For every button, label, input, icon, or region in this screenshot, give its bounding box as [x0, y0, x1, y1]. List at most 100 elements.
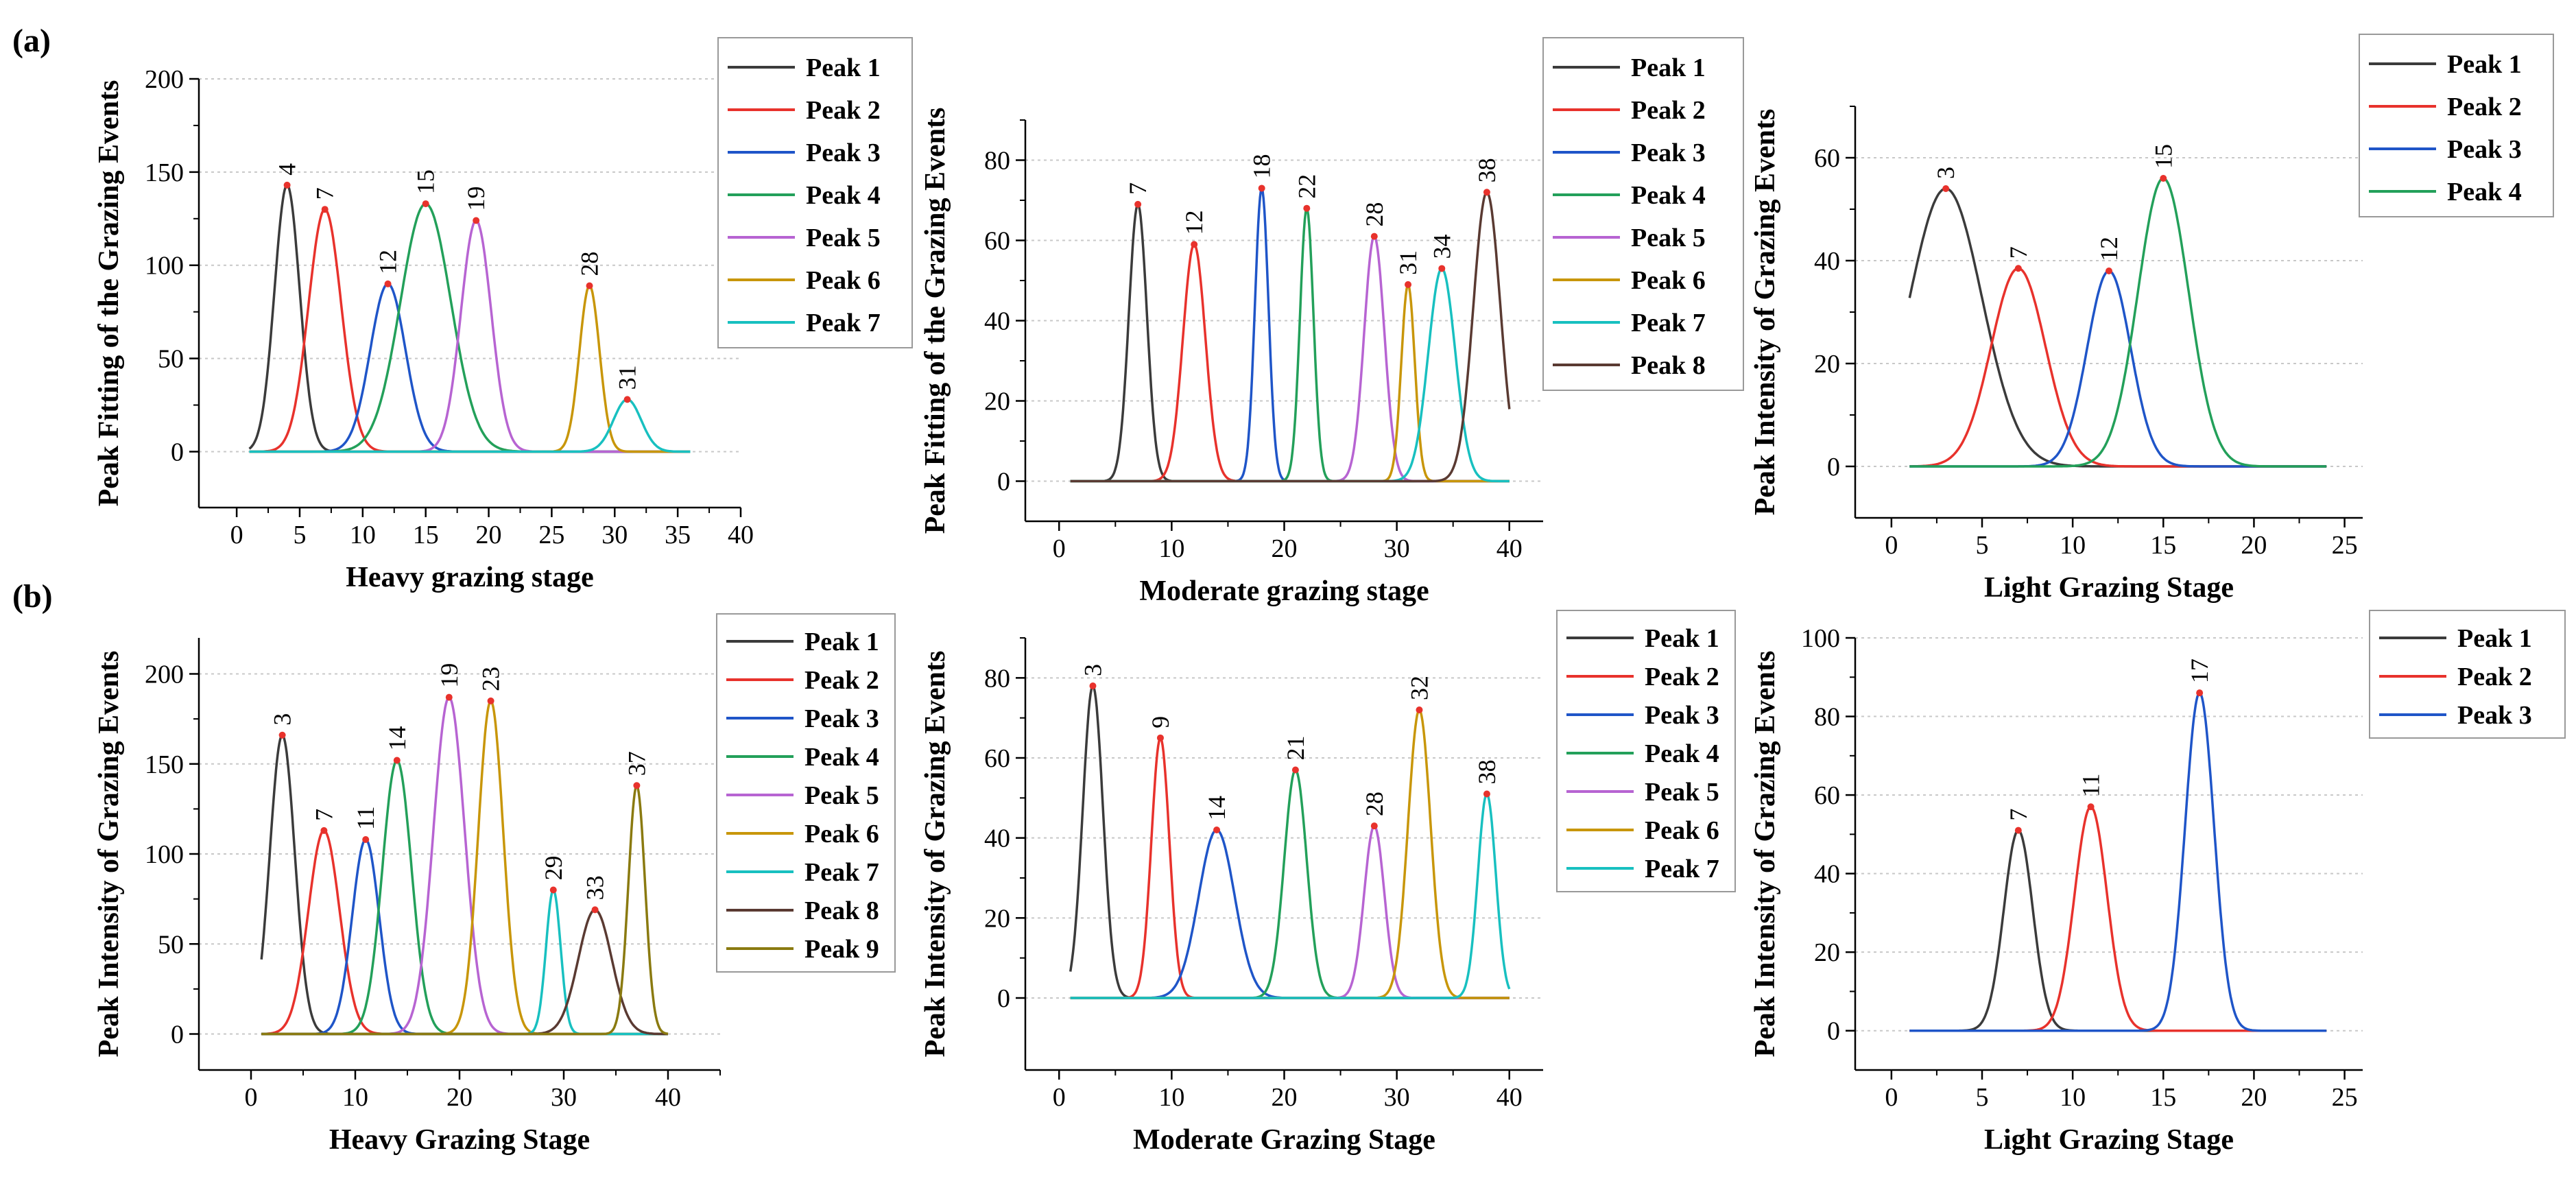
peak-marker	[278, 731, 286, 739]
x-tick-label: 35	[665, 521, 691, 549]
peak-label: 12	[1180, 210, 1208, 235]
peak-label: 31	[614, 365, 641, 390]
peak-label: 7	[2005, 809, 2032, 821]
x-tick-label: 15	[2150, 1083, 2176, 1112]
x-tick-label: 25	[2332, 531, 2358, 560]
x-tick-label: 10	[1158, 1083, 1184, 1112]
x-tick-label: 0	[1053, 534, 1066, 563]
peak-label: 37	[623, 751, 650, 776]
legend-label: Peak 6	[806, 266, 881, 295]
legend-label: Peak 1	[1645, 624, 1719, 653]
peak-label: 18	[1248, 154, 1276, 178]
legend-label: Peak 5	[804, 781, 879, 810]
series-line-peak-1	[1909, 829, 2327, 1032]
legend-box	[2369, 610, 2566, 739]
series-line-peak-7	[249, 398, 691, 453]
series-line-peak-6	[1070, 283, 1510, 483]
x-tick-label: 10	[2060, 1083, 2086, 1112]
peak-marker	[283, 181, 291, 189]
legend-label: Peak 7	[804, 858, 879, 887]
peak-marker	[1156, 734, 1164, 741]
peak-marker	[2160, 175, 2167, 182]
x-tick-label: 10	[342, 1083, 368, 1112]
peak-label: 3	[1079, 664, 1106, 676]
y-tick-label: 60	[1814, 144, 1840, 173]
peak-label: 14	[1203, 796, 1230, 820]
y-tick-label: 80	[984, 664, 1010, 693]
x-tick-label: 10	[350, 521, 376, 549]
peak-marker	[1291, 766, 1299, 774]
peak-label: 34	[1428, 234, 1455, 259]
series-line-peak-3	[1909, 691, 2327, 1032]
y-tick-label: 80	[1814, 703, 1840, 732]
peak-marker	[623, 396, 631, 403]
chart-6: 0 5 10 15 20 25 0 20 40 60 80 100 Light Grazing Stag…	[1750, 610, 2566, 1156]
peak-label: 12	[2095, 237, 2123, 261]
y-tick-label: 200	[145, 661, 184, 689]
chart-4: 0 10 20 30 40 0 50 100 150 200 Heavy Grazing Stage…	[93, 613, 896, 1156]
y-axis-label: Peak Intensity of Grazing Events	[1750, 109, 1781, 516]
peak-marker	[1405, 281, 1412, 288]
x-tick-label: 40	[1496, 534, 1523, 563]
y-tick-label: 20	[984, 388, 1010, 416]
peak-marker	[586, 282, 593, 289]
y-tick-label: 50	[158, 930, 184, 959]
peak-marker	[1483, 189, 1490, 196]
peak-marker	[2014, 827, 2022, 834]
legend-label: Peak 7	[1645, 855, 1719, 883]
legend-label: Peak 4	[806, 181, 881, 210]
peak-marker	[2106, 268, 2112, 274]
peak-label: 15	[2149, 144, 2177, 169]
legend-label: Peak 1	[2447, 50, 2522, 79]
legend-label: Peak 2	[1631, 96, 1706, 125]
series-line-peak-6	[261, 699, 668, 1036]
x-tick-label: 0	[1053, 1083, 1066, 1112]
legend-label: Peak 3	[804, 704, 879, 733]
legend-label: Peak 5	[806, 224, 881, 252]
legend-label: Peak 4	[804, 743, 879, 772]
peak-label: 12	[374, 250, 402, 274]
chart-5: 0 10 20 30 40 0 20 40 60 80 Moderate Grazing Stage…	[920, 610, 1736, 1156]
series-line-peak-2	[1909, 805, 2327, 1032]
peak-marker	[1258, 185, 1265, 192]
x-tick-label: 15	[413, 521, 439, 549]
legend-box	[1542, 37, 1744, 391]
x-tick-label: 20	[2241, 531, 2267, 560]
peak-marker	[1089, 682, 1097, 689]
series-line-peak-7	[1070, 267, 1510, 483]
y-axis-label: Peak Intensity of Grazing Events	[920, 651, 951, 1058]
legend-label: Peak 3	[2457, 701, 2532, 730]
peak-marker	[1303, 204, 1311, 212]
x-tick-label: 30	[551, 1083, 577, 1112]
peak-marker	[362, 836, 370, 843]
chart-3: 0 5 10 15 20 25 0 20 40 60 Light Grazing Stage Peak…	[1750, 34, 2554, 604]
peak-label: 9	[1147, 716, 1174, 728]
legend-label: Peak 6	[1645, 816, 1719, 845]
y-tick-label: 0	[997, 984, 1010, 1013]
peak-label: 3	[1932, 167, 1959, 179]
legend-label: Peak 1	[806, 54, 881, 82]
legend-label: Peak 4	[1645, 739, 1719, 768]
peak-label: 3	[269, 713, 296, 726]
x-tick-label: 40	[1496, 1083, 1523, 1112]
peak-label: 38	[1473, 158, 1501, 182]
x-axis-label: Light Grazing Stage	[1984, 1124, 2234, 1156]
y-tick-label: 20	[1814, 350, 1840, 379]
x-tick-label: 30	[1384, 1083, 1410, 1112]
x-axis-label: Heavy grazing stage	[346, 562, 594, 593]
peak-marker	[1370, 822, 1378, 830]
legend-label: Peak 3	[1645, 701, 1719, 730]
peak-marker	[549, 886, 557, 894]
series-line-peak-7	[1070, 792, 1511, 999]
y-tick-label: 60	[984, 744, 1010, 773]
legend-label: Peak 4	[1631, 181, 1706, 210]
y-tick-label: 0	[997, 468, 1010, 497]
peak-marker	[633, 782, 641, 789]
peak-marker	[384, 280, 392, 287]
y-axis-label: Peak Intensity of Grazing Events	[93, 651, 125, 1058]
series-line-peak-4	[1909, 177, 2327, 468]
series-line-peak-3	[1070, 185, 1510, 483]
legend-label: Peak 1	[1631, 54, 1706, 82]
y-tick-label: 20	[1814, 938, 1840, 967]
y-tick-label: 60	[1814, 781, 1840, 810]
